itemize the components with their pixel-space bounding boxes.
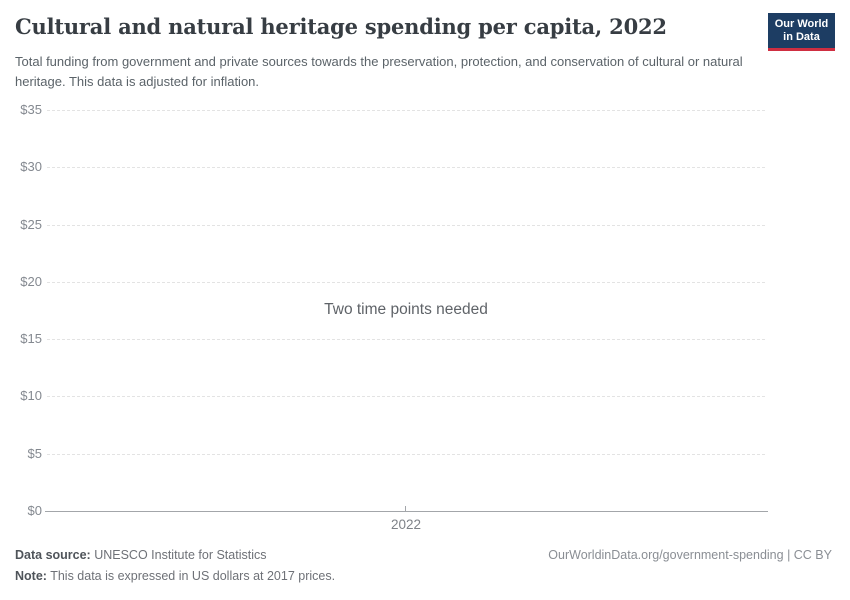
empty-state-message: Two time points needed bbox=[324, 301, 488, 318]
data-source-label: Data source: bbox=[15, 548, 91, 562]
y-gridline bbox=[47, 110, 765, 111]
owid-url-license: OurWorldinData.org/government-spending |… bbox=[548, 548, 832, 562]
note-line: Note: This data is expressed in US dolla… bbox=[15, 569, 335, 583]
y-gridline bbox=[47, 396, 765, 397]
chart-title: Cultural and natural heritage spending p… bbox=[15, 14, 667, 39]
y-axis-tick-label: $15 bbox=[20, 331, 42, 346]
data-source-line: Data source: UNESCO Institute for Statis… bbox=[15, 548, 266, 562]
x-axis-tick-mark bbox=[405, 506, 406, 511]
note-label: Note: bbox=[15, 569, 47, 583]
y-axis-tick-label: $30 bbox=[20, 159, 42, 174]
y-gridline bbox=[47, 282, 765, 283]
owid-logo-line1: Our World bbox=[774, 18, 829, 30]
y-axis-tick-label: $10 bbox=[20, 388, 42, 403]
y-axis-tick-label: $25 bbox=[20, 217, 42, 232]
x-axis-line bbox=[45, 511, 768, 512]
y-gridline bbox=[47, 225, 765, 226]
owid-logo-line2: in Data bbox=[783, 31, 820, 43]
x-axis-tick-label: 2022 bbox=[390, 517, 422, 532]
y-axis-tick-label: $5 bbox=[27, 446, 42, 461]
y-gridline bbox=[47, 454, 765, 455]
data-source-value: UNESCO Institute for Statistics bbox=[90, 548, 267, 562]
y-axis-tick-label: $20 bbox=[20, 274, 42, 289]
y-gridline bbox=[47, 167, 765, 168]
y-gridline bbox=[47, 339, 765, 340]
note-value: This data is expressed in US dollars at … bbox=[46, 569, 336, 583]
owid-logo: Our World in Data bbox=[768, 13, 835, 51]
y-axis-tick-label: $35 bbox=[20, 102, 42, 117]
y-axis-tick-label: $0 bbox=[27, 503, 42, 518]
chart-subtitle: Total funding from government and privat… bbox=[15, 54, 743, 89]
